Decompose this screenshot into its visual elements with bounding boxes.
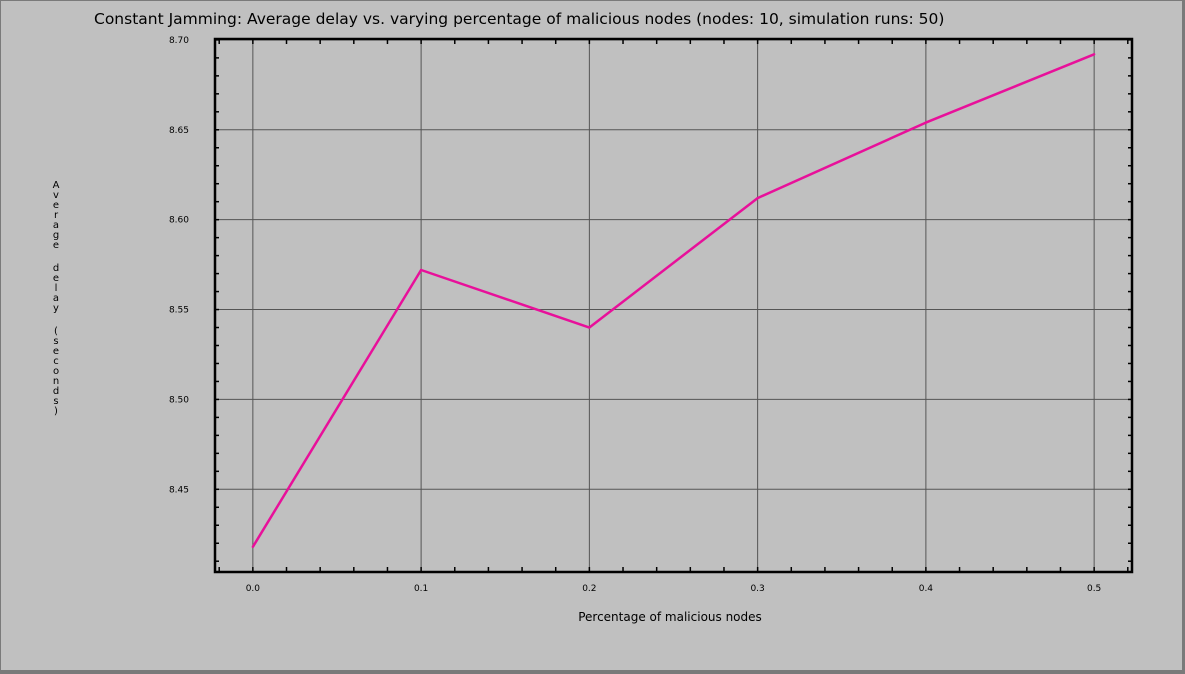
y-tick-label: 8.45 [169, 485, 189, 495]
data-point [924, 121, 928, 124]
y-tick-label: 8.60 [169, 216, 189, 226]
x-axis-label: Percentage of malicious nodes [578, 610, 762, 624]
y-tick-label: 8.50 [169, 395, 189, 405]
series-line [251, 53, 1095, 548]
x-tick-label: 0.2 [582, 584, 596, 594]
data-point [251, 545, 255, 549]
y-tick-label: 8.65 [169, 126, 189, 136]
x-tick-label: 0.1 [414, 584, 428, 594]
x-tick-label: 0.0 [246, 584, 261, 594]
data-point [756, 196, 759, 200]
x-tick-label: 0.3 [750, 584, 764, 594]
plot-frame [213, 37, 1134, 574]
chart-title: Constant Jamming: Average delay vs. vary… [94, 10, 945, 28]
data-point [588, 326, 591, 329]
data-point [419, 268, 423, 272]
x-tick-label: 0.5 [1087, 584, 1101, 594]
y-tick-label: 8.70 [169, 36, 189, 46]
x-tick-label: 0.4 [919, 584, 934, 594]
data-point [1092, 53, 1096, 56]
y-tick-label: 8.55 [169, 306, 189, 316]
